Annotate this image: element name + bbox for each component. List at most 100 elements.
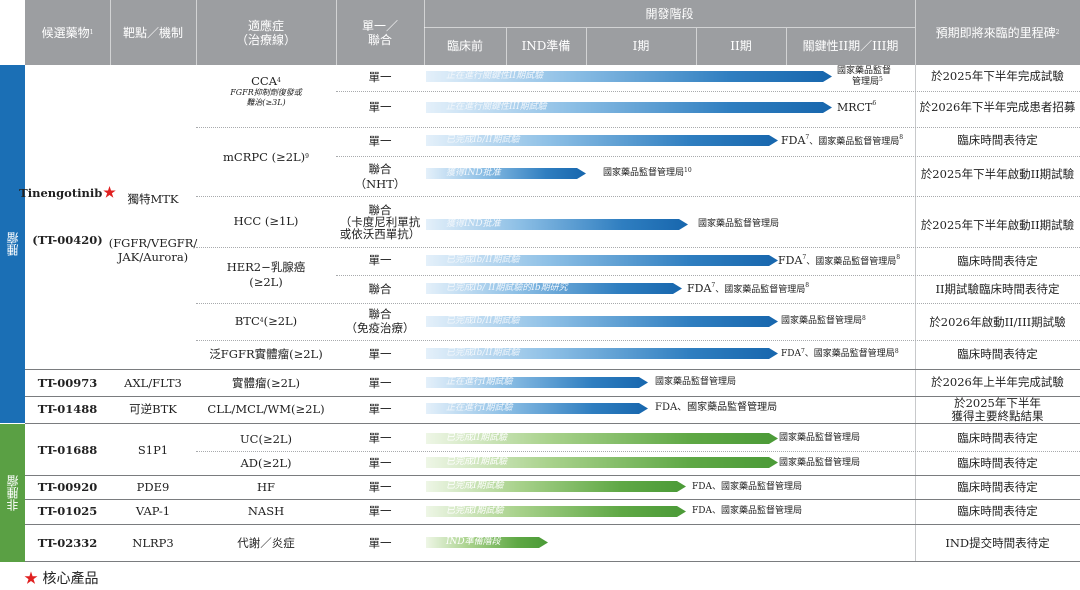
target-tinengotinib-1: 獨特MTK xyxy=(127,191,179,206)
drug-separator xyxy=(25,561,1080,562)
reg-cca-1b: 管理局5 xyxy=(852,77,883,88)
reg-sup: 10 xyxy=(684,167,692,174)
bar-label: 正在進行I期試驗 xyxy=(446,403,513,413)
header-target: 靶點／機制 xyxy=(122,25,183,40)
legend-star-icon: ★ xyxy=(24,571,38,587)
bar-tt01488: 正在進行I期試驗 xyxy=(426,403,648,414)
header-indication-sub: （治療線） xyxy=(235,32,296,47)
mode-mcrpc-2a: 聯合 xyxy=(368,161,392,176)
header-ind-prep: IND準備 xyxy=(521,39,571,53)
reg-sup: 8 xyxy=(896,254,901,261)
indication-hf: HF xyxy=(256,479,275,494)
mode-btc-2: （免疫治療） xyxy=(345,320,415,335)
header-milestone: 預期即將來臨的里程碑 2 xyxy=(915,0,1080,65)
bar-tt01025: 已完成I期試驗 xyxy=(426,506,686,517)
reg-hcc: 國家藥品監督管理局 xyxy=(698,219,780,229)
reg-fgfr: FDA7、國家藥品監督管理局8 xyxy=(781,349,899,360)
drug-tt00973: TT-00973 xyxy=(37,375,98,390)
header-preclinical: 臨床前 xyxy=(446,39,483,53)
reg-tt00973: 國家藥品監督管理局 xyxy=(655,377,737,387)
reg-nmpa: 、國家藥品監督管理局 xyxy=(809,137,900,147)
header-divider xyxy=(110,0,111,65)
milestone-11b: 獲得主要終點結果 xyxy=(951,408,1044,423)
bar-label: 正在進行關鍵性III期試驗 xyxy=(446,102,547,112)
bar-label: 已完成Ib/ II期試驗的Ib期研究 xyxy=(446,283,568,293)
legend: ★ 核心產品 xyxy=(24,568,98,588)
mode-hcc-2: （卡度尼利單抗 xyxy=(339,215,421,229)
reg-sup: 7 xyxy=(805,134,810,141)
reg-sup: 6 xyxy=(872,100,877,107)
reg-nmpa: 國家藥品監督管理局 xyxy=(603,168,685,178)
header-divider xyxy=(424,27,915,28)
mode-fgfr: 單一 xyxy=(368,346,392,361)
drug-separator xyxy=(25,396,1080,397)
mode-tt01025: 單一 xyxy=(368,503,392,518)
section-non-oncology-label: 非腫瘤 xyxy=(6,475,20,511)
drug-tt01488: TT-01488 xyxy=(37,401,98,416)
reg-uc: 國家藥品監督管理局 xyxy=(779,433,861,443)
section-oncology: 腫瘤 xyxy=(0,65,25,423)
target-tt00973: AXL/FLT3 xyxy=(124,375,182,390)
drug-separator xyxy=(25,524,1080,525)
header-milestone-text: 預期即將來臨的里程碑 xyxy=(935,25,1056,40)
bar-mcrpc-1: 已完成Ib/II期試驗 xyxy=(426,135,778,146)
reg-sup: 7 xyxy=(802,254,807,261)
milestone-5: 於2025年下半年啟動II期試驗 xyxy=(920,217,1075,232)
target-tt01688: S1P1 xyxy=(137,442,169,457)
header-divider xyxy=(786,28,787,65)
bar-btc: 已完成Ib/II期試驗 xyxy=(426,316,778,327)
target-tinengotinib-2: (FGFR/VEGFR/ xyxy=(108,235,198,250)
milestone-3: 臨床時間表待定 xyxy=(957,132,1038,147)
reg-tt01488: FDA、國家藥品監督管理局 xyxy=(655,402,778,413)
bar-fgfr: 已完成Ib/II期試驗 xyxy=(426,348,778,359)
indication-nash: NASH xyxy=(247,503,285,518)
header-divider xyxy=(586,28,587,65)
reg-sup: 8 xyxy=(805,282,810,289)
reg-sup: 7 xyxy=(800,348,805,355)
indication-btc-text: BTC xyxy=(234,313,260,328)
bar-cca-2: 正在進行關鍵性III期試驗 xyxy=(426,102,832,113)
section-oncology-label: 腫瘤 xyxy=(6,232,20,256)
bar-label: 獲得IND批准 xyxy=(446,219,501,229)
milestone-11a: 於2025年下半年 xyxy=(954,395,1041,410)
bar-her2-2: 已完成Ib/ II期試驗的Ib期研究 xyxy=(426,283,682,294)
bar-uc: 已完成II期試驗 xyxy=(426,433,778,444)
reg-ad: 國家藥品監督管理局 xyxy=(779,458,861,468)
header-candidate-text: 候選藥物 xyxy=(41,25,90,40)
reg-mcrpc-2: 國家藥品監督管理局10 xyxy=(603,168,692,179)
mode-hcc-1: 聯合 xyxy=(368,203,392,217)
mode-her2-1: 單一 xyxy=(368,252,392,267)
indication-hcc: HCC (≥1L) xyxy=(233,213,299,228)
bar-label: 已完成Ib/II期試驗 xyxy=(446,135,520,145)
drug-separator xyxy=(25,423,1080,424)
row-separator xyxy=(336,156,1080,157)
header-indication: 適應症 （治療線） xyxy=(196,0,336,65)
bar-label: 已完成Ib/II期試驗 xyxy=(446,348,520,358)
milestone-9: 臨床時間表待定 xyxy=(957,346,1038,361)
drug-separator xyxy=(25,369,1080,370)
indication-cca-sub2: 難治(≥3L) xyxy=(246,98,286,107)
bar-label: IND準備階段 xyxy=(446,537,501,547)
indication-ad: AD(≥2L) xyxy=(240,455,292,470)
reg-sup: 8 xyxy=(862,315,866,322)
bar-her2-1: 已完成Ib/II期試驗 xyxy=(426,255,778,266)
indication-her2-a: HER2−乳腺癌 xyxy=(226,259,306,274)
milestone-7: II期試驗臨床時間表待定 xyxy=(935,281,1060,296)
milestone-16: IND提交時間表待定 xyxy=(945,535,1050,550)
mode-tt00920: 單一 xyxy=(368,479,392,494)
mode-btc-1: 聯合 xyxy=(368,306,392,321)
target-tt02332: NLRP3 xyxy=(132,535,174,550)
reg-btc: 國家藥品監督管理局8 xyxy=(781,316,866,327)
header-indication-text: 適應症 xyxy=(247,18,284,33)
drug-tt02332: TT-02332 xyxy=(37,535,98,550)
reg-cca-2-text: MRCT xyxy=(837,101,873,114)
reg-her2-1: FDA7、國家藥品監督管理局8 xyxy=(778,255,900,268)
row-separator xyxy=(196,451,1080,452)
core-product-star: ★ xyxy=(103,184,116,201)
milestone-13: 臨床時間表待定 xyxy=(957,455,1038,470)
header-phase1: I期 xyxy=(632,39,650,53)
row-separator xyxy=(196,247,1080,248)
indication-mcrpc-sup: 9 xyxy=(305,153,309,160)
mode-tt01488: 單一 xyxy=(368,401,392,416)
